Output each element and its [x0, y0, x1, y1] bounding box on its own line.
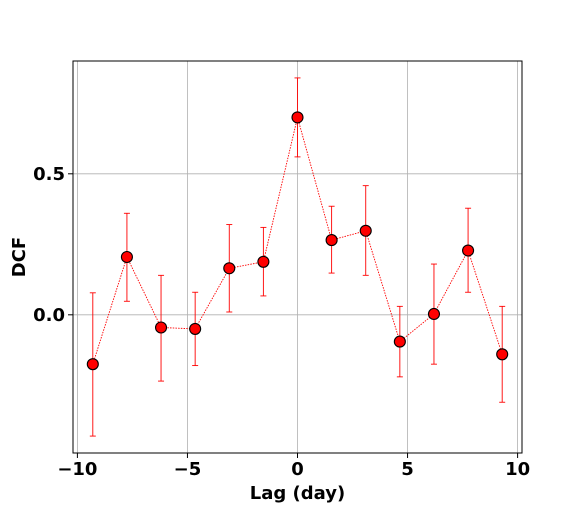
- data-point: [120, 250, 133, 264]
- data-points: [86, 111, 509, 371]
- data-point: [359, 224, 372, 237]
- data-point: [291, 111, 304, 124]
- x-tick-label: −10: [57, 459, 97, 480]
- y-tick-label: 0.5: [33, 164, 65, 185]
- x-tick-label: 5: [401, 459, 414, 480]
- data-point: [189, 322, 202, 335]
- axis-ticks: −10 −5 0 5 10 0.0 0.5: [33, 164, 530, 480]
- data-point: [325, 234, 338, 247]
- data-point: [462, 244, 475, 257]
- x-tick-label: 10: [505, 459, 530, 480]
- x-tick-label: 0: [291, 459, 304, 480]
- data-point: [257, 255, 270, 268]
- data-point: [393, 335, 406, 348]
- data-point: [154, 321, 168, 334]
- data-point: [86, 358, 99, 371]
- data-point: [427, 307, 441, 321]
- y-tick-label: 0.0: [33, 305, 65, 326]
- data-point: [223, 262, 236, 275]
- y-axis-label: DCF: [9, 237, 30, 277]
- x-axis-label: Lag (day): [250, 483, 345, 504]
- x-tick-label: −5: [174, 459, 202, 480]
- data-point: [496, 348, 509, 361]
